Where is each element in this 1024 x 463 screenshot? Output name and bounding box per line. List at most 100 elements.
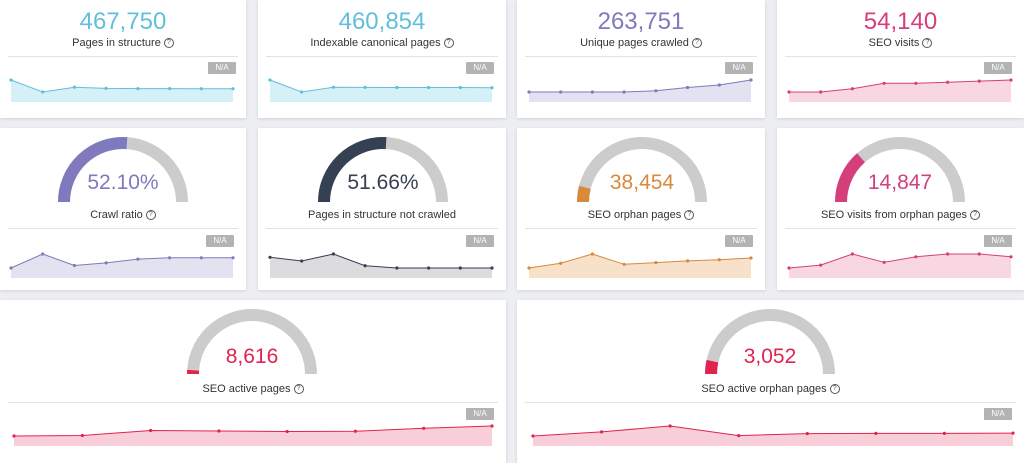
sparkline-point[interactable] — [395, 85, 399, 90]
sparkline-point[interactable] — [559, 90, 563, 94]
help-icon[interactable]: ? — [145, 210, 156, 221]
help-icon[interactable]: ? — [829, 384, 840, 395]
sparkline-point[interactable] — [331, 252, 335, 256]
sparkline-point[interactable] — [41, 90, 45, 94]
sparkline-point[interactable] — [654, 261, 658, 265]
sparkline-point[interactable] — [199, 256, 203, 260]
help-icon[interactable]: ? — [970, 210, 981, 221]
kpi-card-pages-in-structure[interactable]: 467,750 Pages in structure? N/A — [0, 0, 246, 118]
sparkline-point[interactable] — [590, 90, 594, 94]
sparkline-point[interactable] — [458, 266, 462, 270]
sparkline-point[interactable] — [104, 86, 108, 90]
sparkline-point[interactable] — [136, 257, 140, 261]
sparkline-point[interactable] — [527, 90, 531, 94]
sparkline-point[interactable] — [41, 252, 45, 256]
sparkline-point[interactable] — [217, 429, 221, 433]
sparkline-point[interactable] — [914, 81, 918, 85]
kpi-card-unique-pages-crawled[interactable]: 263,751 Unique pages crawled? N/A — [517, 0, 765, 118]
sparkline-point[interactable] — [9, 78, 13, 82]
kpi-card-indexable-canonical-pages[interactable]: 460,854 Indexable canonical pages? N/A — [258, 0, 506, 118]
sparkline-point[interactable] — [199, 87, 203, 91]
sparkline-point[interactable] — [395, 266, 399, 270]
divider — [785, 228, 1016, 229]
sparkline-point[interactable] — [12, 434, 16, 438]
sparkline-point[interactable] — [490, 266, 494, 270]
sparkline-point[interactable] — [285, 429, 289, 434]
sparkline-point[interactable] — [72, 263, 76, 268]
kpi-card-seo-active-orphan-pages[interactable]: 3,052 SEO active orphan pages? N/A — [517, 300, 1024, 463]
sparkline-point[interactable] — [749, 256, 753, 260]
sparkline-point[interactable] — [882, 260, 886, 264]
sparkline-point[interactable] — [787, 90, 791, 94]
kpi-card-seo-orphan-pages[interactable]: 38,454 SEO orphan pages? N/A — [517, 128, 765, 290]
sparkline-point[interactable] — [422, 426, 426, 430]
kpi-card-seo-visits[interactable]: 54,140 SEO visits? N/A — [777, 0, 1024, 118]
sparkline-point[interactable] — [942, 431, 946, 435]
sparkline-point[interactable] — [850, 252, 854, 256]
sparkline-point[interactable] — [353, 429, 357, 433]
sparkline-point[interactable] — [686, 259, 690, 263]
sparkline-point[interactable] — [1011, 431, 1015, 435]
sparkline-point[interactable] — [717, 83, 721, 87]
sparkline-point[interactable] — [458, 85, 462, 90]
sparkline-point[interactable] — [914, 255, 918, 259]
sparkline-point[interactable] — [490, 86, 494, 90]
help-icon[interactable]: ? — [922, 38, 933, 49]
sparkline-point[interactable] — [136, 87, 140, 91]
sparkline-point[interactable] — [1009, 78, 1013, 82]
sparkline-point[interactable] — [80, 433, 84, 438]
sparkline-point[interactable] — [882, 81, 886, 85]
sparkline-point[interactable] — [622, 90, 626, 94]
sparkline-point[interactable] — [850, 87, 854, 91]
sparkline-point[interactable] — [622, 262, 626, 266]
kpi-card-crawl-ratio[interactable]: 52.10% Crawl ratio? N/A — [0, 128, 246, 290]
sparkline-point[interactable] — [331, 85, 335, 89]
sparkline-point[interactable] — [531, 434, 535, 438]
sparkline-point[interactable] — [946, 252, 950, 256]
sparkline-point[interactable] — [268, 78, 272, 82]
kpi-card-seo-visits-from-orphan-pages[interactable]: 14,847 SEO visits from orphan pages? N/A — [777, 128, 1024, 290]
sparkline-point[interactable] — [9, 266, 13, 270]
sparkline-point[interactable] — [805, 432, 809, 436]
help-icon[interactable]: ? — [163, 38, 174, 49]
sparkline-point[interactable] — [268, 255, 272, 259]
sparkline-point[interactable] — [559, 261, 563, 265]
sparkline-point[interactable] — [427, 266, 431, 270]
sparkline-point[interactable] — [717, 258, 721, 262]
sparkline-point[interactable] — [72, 85, 76, 89]
help-icon[interactable]: ? — [691, 38, 702, 49]
sparkline-point[interactable] — [787, 266, 791, 270]
sparkline-point[interactable] — [1009, 255, 1013, 259]
sparkline-point[interactable] — [300, 90, 304, 94]
sparkline-point[interactable] — [600, 430, 604, 434]
sparkline-point[interactable] — [977, 79, 981, 83]
sparkline-point[interactable] — [686, 85, 690, 90]
sparkline-point[interactable] — [819, 90, 823, 94]
sparkline-point[interactable] — [490, 424, 494, 428]
sparkline-point[interactable] — [527, 266, 531, 270]
sparkline-point[interactable] — [231, 256, 235, 260]
kpi-card-seo-active-pages[interactable]: 8,616 SEO active pages? N/A — [0, 300, 506, 463]
sparkline-point[interactable] — [363, 85, 367, 89]
sparkline-point[interactable] — [654, 89, 658, 93]
sparkline-point[interactable] — [946, 80, 950, 84]
sparkline-point[interactable] — [819, 263, 823, 267]
sparkline-point[interactable] — [977, 252, 981, 256]
sparkline-point[interactable] — [104, 261, 108, 265]
sparkline-point[interactable] — [874, 431, 878, 435]
help-icon[interactable]: ? — [293, 384, 304, 395]
sparkline-point[interactable] — [737, 434, 741, 438]
kpi-card-pages-not-crawled[interactable]: 51.66% Pages in structure not crawled N/… — [258, 128, 506, 290]
help-icon[interactable]: ? — [684, 210, 695, 221]
help-icon[interactable]: ? — [443, 38, 454, 49]
sparkline-point[interactable] — [168, 87, 172, 91]
sparkline-point[interactable] — [749, 78, 753, 82]
sparkline-point[interactable] — [427, 85, 431, 90]
sparkline-point[interactable] — [668, 424, 672, 428]
sparkline-point[interactable] — [149, 428, 153, 433]
sparkline-point[interactable] — [231, 87, 235, 91]
sparkline-point[interactable] — [168, 256, 172, 260]
sparkline-point[interactable] — [590, 252, 594, 256]
sparkline-point[interactable] — [300, 259, 304, 263]
sparkline-point[interactable] — [363, 264, 367, 268]
